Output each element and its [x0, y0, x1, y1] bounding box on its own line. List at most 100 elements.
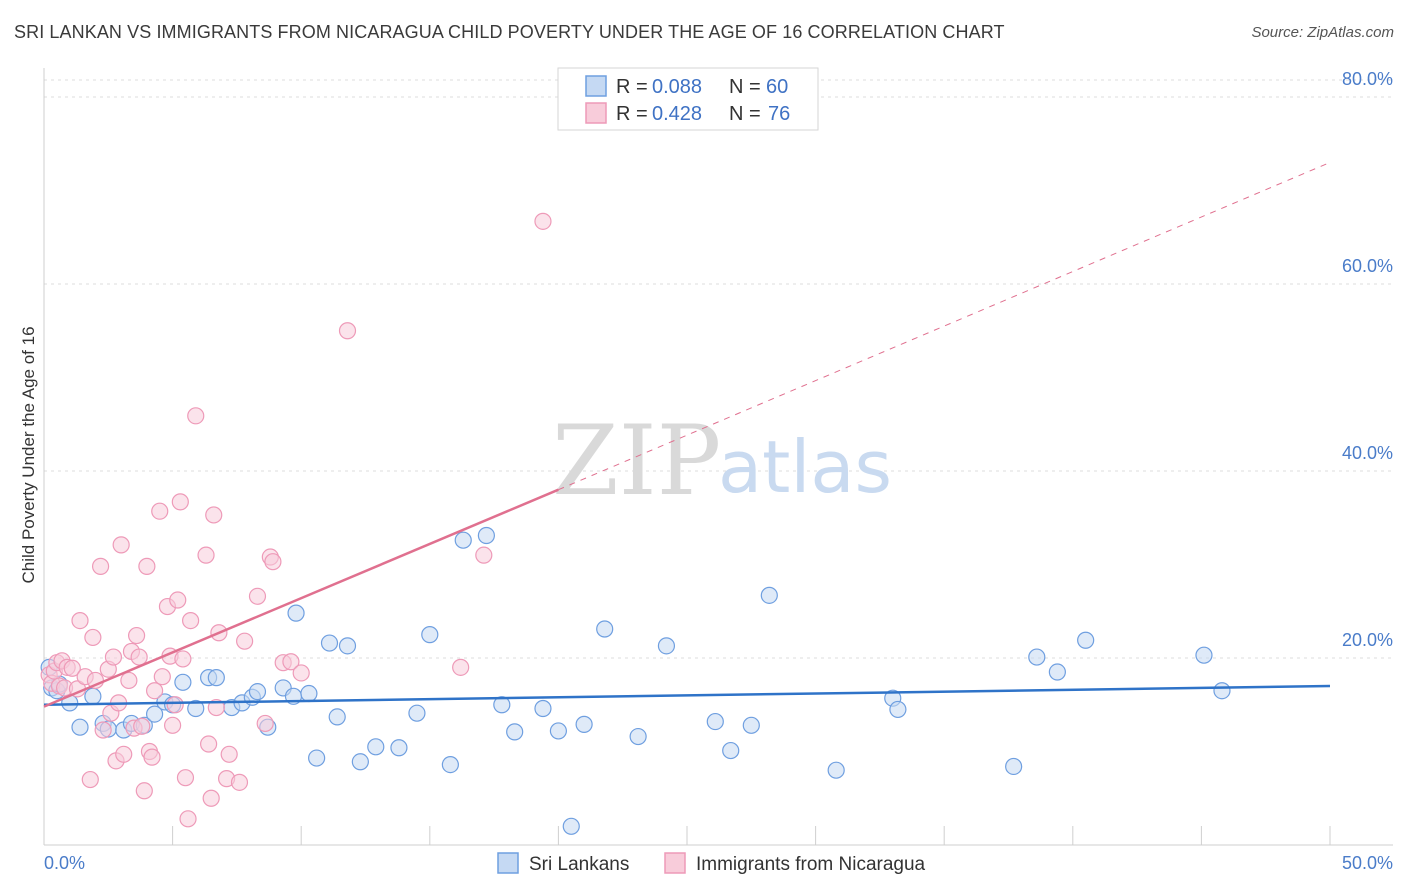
sri-lankans-trend-line	[43, 684, 1331, 706]
x-tick-label-min: 0.0%	[44, 853, 85, 873]
sri-lankans-point	[827, 761, 845, 779]
nicaragua-point	[94, 721, 112, 739]
nicaragua-point	[282, 653, 300, 671]
sri-lankans-point	[174, 673, 192, 691]
nicaragua-point	[292, 664, 310, 682]
legend-r-label-2: R =	[616, 103, 648, 125]
nicaragua-trend-extension	[558, 161, 1331, 491]
sri-lankans-point	[477, 526, 495, 545]
nicaragua-point	[197, 546, 215, 564]
sri-lankans-point	[338, 637, 357, 655]
sri-lankans-point	[308, 749, 326, 767]
x-tick-label-max: 50.0%	[1342, 853, 1393, 873]
nicaragua-point	[230, 773, 249, 791]
legend-n-label-2: N =	[729, 103, 761, 125]
nicaragua-point	[91, 557, 110, 575]
nicaragua-point	[176, 769, 195, 787]
y-tick-labels: 20.0% 40.0% 60.0% 80.0%	[1342, 69, 1393, 650]
watermark: ZIP atlas	[552, 405, 892, 517]
sri-lankans-point	[300, 684, 318, 703]
y-tick-label: 40.0%	[1342, 443, 1393, 463]
grid	[44, 79, 1393, 659]
nicaragua-point	[179, 810, 197, 828]
nicaragua-point	[145, 682, 164, 700]
nicaragua-point	[130, 648, 148, 666]
sri-lankans-point	[84, 687, 102, 705]
nicaragua-point	[171, 493, 189, 511]
nicaragua-point	[138, 557, 156, 575]
series-legend-swatch-nicaragua	[664, 852, 686, 874]
axes	[43, 68, 1393, 846]
chart-title: SRI LANKAN VS IMMIGRANTS FROM NICARAGUA …	[14, 22, 1005, 42]
y-tick-label: 60.0%	[1342, 256, 1393, 276]
y-tick-label: 20.0%	[1342, 630, 1393, 650]
sri-lankans-point	[454, 531, 472, 549]
sri-lankans-point	[1195, 646, 1213, 664]
sri-lankans-point	[351, 753, 369, 771]
nicaragua-point	[207, 698, 225, 717]
trend-lines	[43, 161, 1331, 708]
nicaragua-point	[236, 632, 254, 650]
nicaragua-point	[187, 407, 205, 425]
nicaragua-point	[200, 735, 218, 753]
nicaragua-point	[112, 536, 130, 554]
nicaragua-point	[71, 611, 89, 630]
series-legend-label-sri-lankans: Sri Lankans	[529, 854, 629, 875]
nicaragua-trend-line	[43, 488, 559, 708]
sri-lankans-point	[441, 755, 459, 774]
nicaragua-point	[84, 628, 102, 647]
sri-lankans-point	[575, 715, 593, 733]
sri-lankans-point	[1028, 648, 1046, 666]
y-axis-title: Child Poverty Under the Age of 16	[19, 326, 38, 583]
sri-lankans-point	[1077, 631, 1095, 649]
nicaragua-point	[202, 789, 220, 807]
sri-lankans-point	[493, 696, 511, 714]
nicaragua-point	[169, 591, 187, 609]
nicaragua-point	[264, 553, 282, 571]
sri-lankans-point	[722, 741, 740, 760]
legend-swatch-sri-lankans	[585, 75, 607, 97]
nicaragua-point	[174, 650, 192, 668]
series-legend-label-nicaragua: Immigrants from Nicaragua	[696, 854, 926, 875]
nicaragua-point	[452, 658, 470, 676]
y-tick-label: 80.0%	[1342, 69, 1393, 89]
sri-lankans-point	[1005, 757, 1023, 776]
sri-lankans-point	[421, 626, 439, 644]
sri-lankans-point	[562, 817, 580, 835]
legend-n-label-1: N =	[729, 76, 761, 98]
sri-lankans-point	[742, 716, 760, 734]
nicaragua-point	[182, 611, 200, 630]
nicaragua-point	[104, 648, 123, 666]
sri-lankans-point	[207, 669, 225, 687]
nicaragua-point	[120, 671, 138, 690]
nicaragua-point	[164, 716, 182, 734]
nicaragua-point	[166, 696, 184, 714]
nicaragua-point	[205, 506, 223, 524]
sri-lankans-point	[248, 683, 267, 701]
sri-lankans-point	[145, 705, 164, 723]
series-legend-swatch-sri-lankans	[497, 852, 519, 874]
legend-r-value-2: 0.428	[652, 103, 702, 125]
nicaragua-point	[115, 745, 133, 763]
nicaragua-point	[248, 587, 267, 605]
sri-lankans-point	[706, 712, 724, 731]
legend-r-label-1: R =	[616, 76, 648, 98]
nicaragua-point	[81, 770, 99, 789]
sri-lankans-point	[390, 739, 408, 757]
sri-lankans-point	[1213, 682, 1231, 700]
legend-n-value-1: 60	[766, 76, 788, 98]
source-credit: Source: ZipAtlas.com	[1251, 24, 1394, 41]
legend-r-value-1: 0.088	[652, 76, 702, 98]
sri-lankans-point	[889, 700, 907, 719]
data-points	[40, 212, 1231, 835]
sri-lankans-point	[596, 620, 614, 638]
correlation-legend: R = 0.088 N = 60 R = 0.428 N = 76	[557, 67, 819, 131]
sri-lankans-point	[629, 727, 647, 746]
nicaragua-point	[338, 322, 357, 340]
sri-lankans-point	[320, 634, 339, 652]
nicaragua-point	[133, 717, 151, 735]
nicaragua-point	[220, 745, 238, 763]
nicaragua-point	[153, 668, 171, 686]
sri-lankans-point	[760, 586, 778, 604]
